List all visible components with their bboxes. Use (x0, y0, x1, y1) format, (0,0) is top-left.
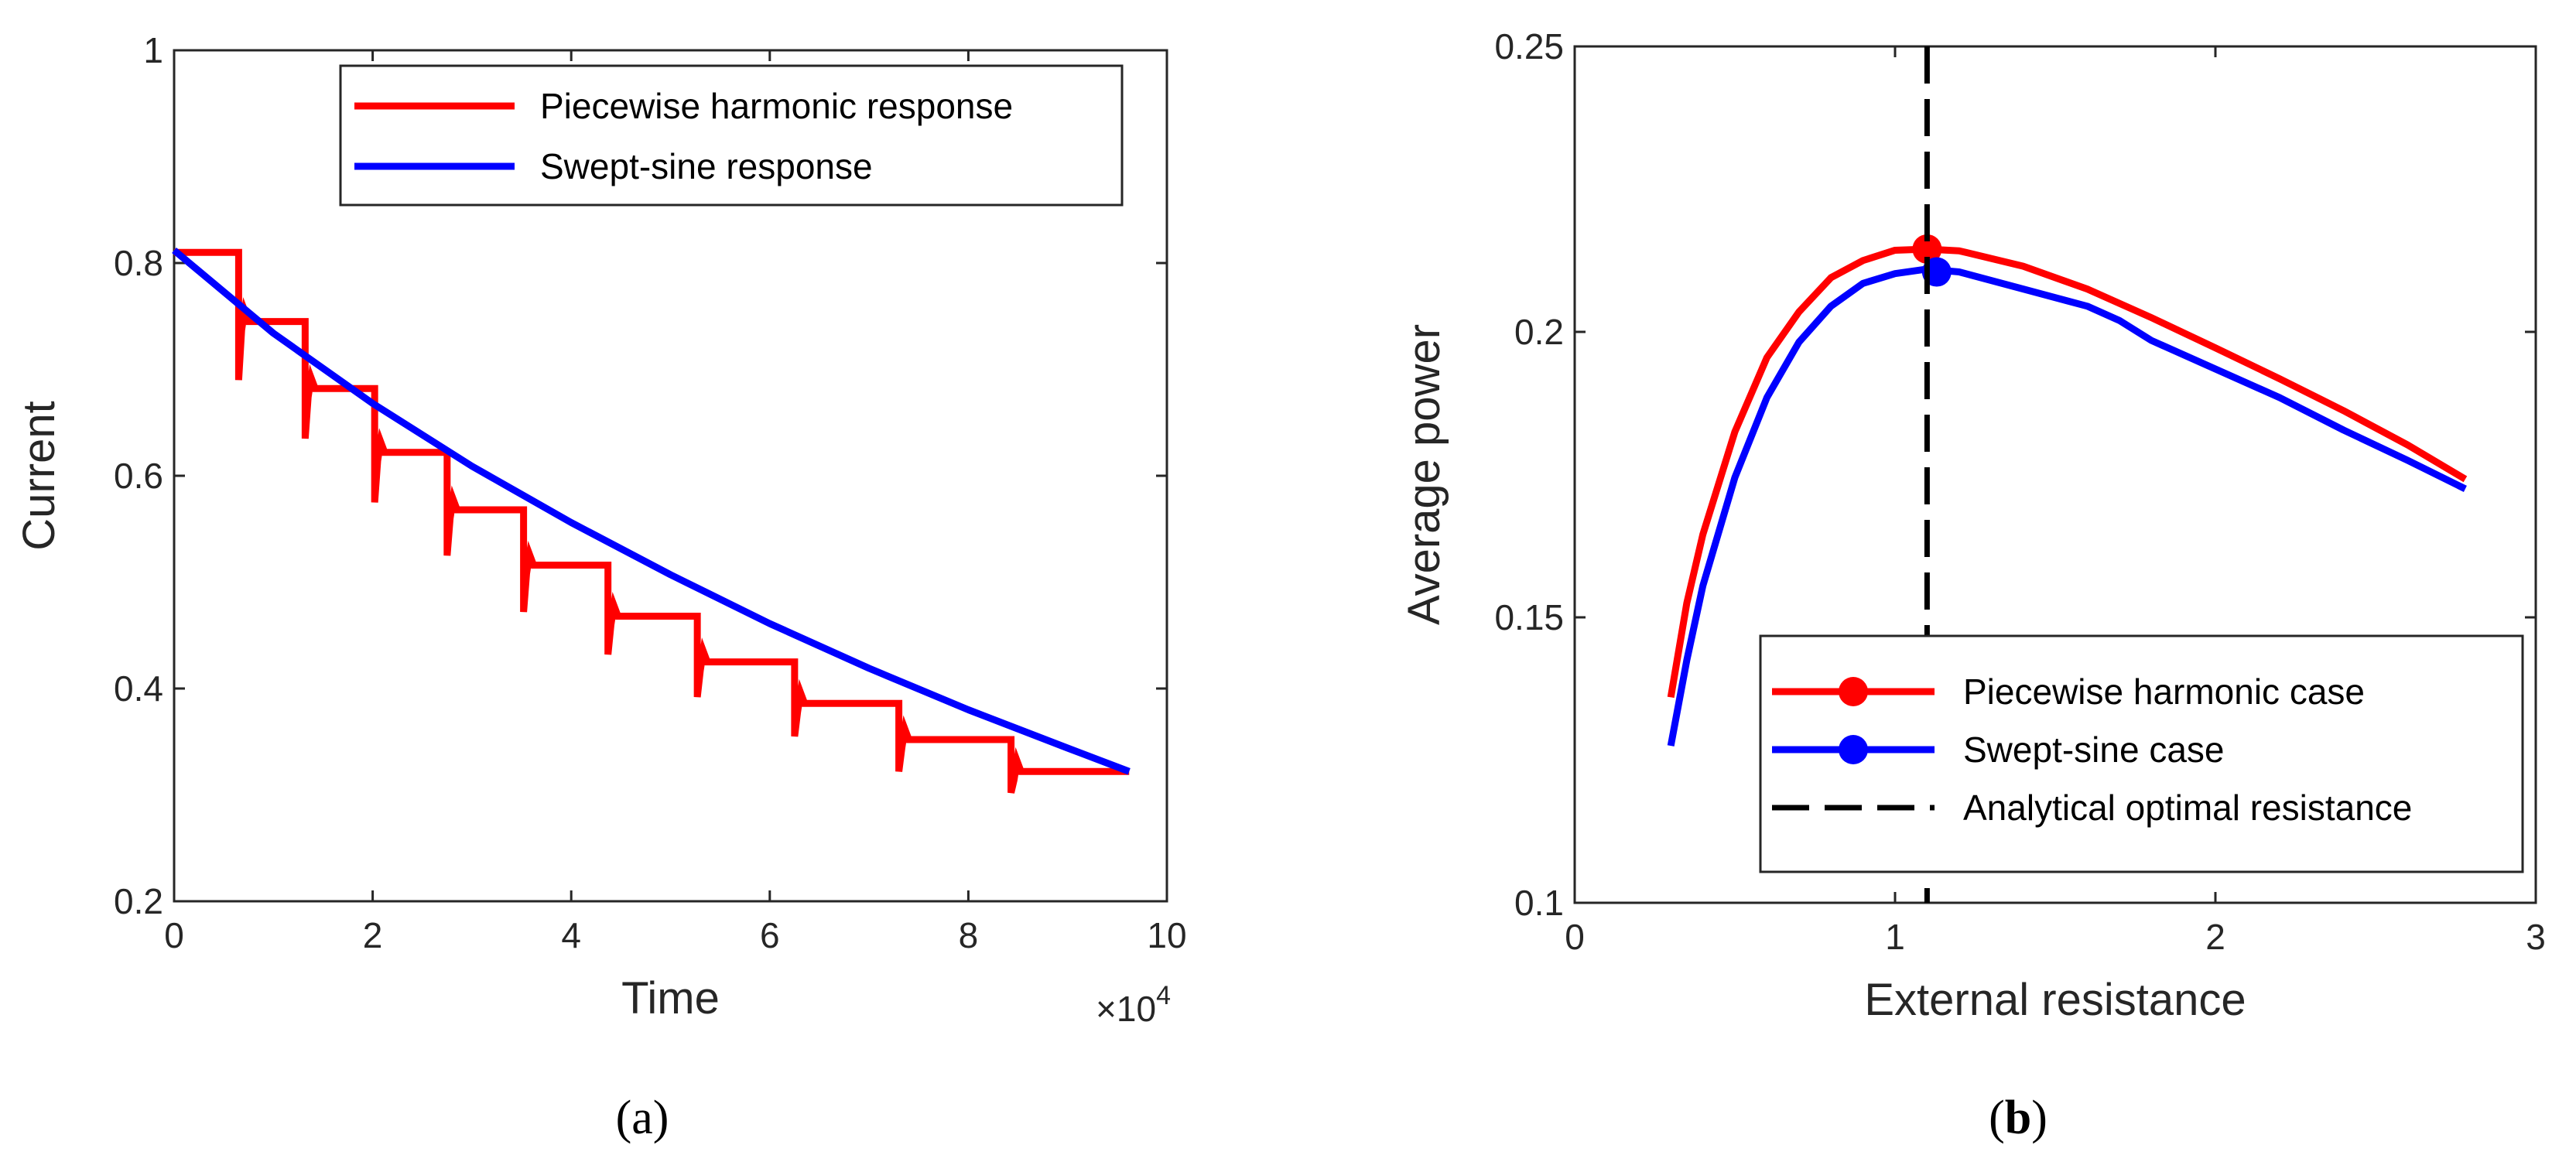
legend-box (1759, 634, 2524, 873)
y-axis-label: Average power (1399, 324, 1449, 625)
legend-label: Swept-sine case (1963, 730, 2225, 770)
series-marker-piecewise-harmonic-case (1912, 234, 1942, 264)
x-tick-label: 6 (760, 915, 780, 955)
y-tick-label: 0.8 (114, 243, 163, 283)
x-tick-label: 10 (1147, 915, 1186, 955)
x-axis-multiplier: ×104 (1096, 981, 1171, 1029)
x-tick-label: 0 (164, 915, 184, 955)
legend-marker (1839, 735, 1868, 764)
chart-b: 0 1 2 3 0.1 0.15 0.2 0.25 External resistance Ave… (1399, 26, 2546, 1025)
panel-b-label: (b) (1989, 1092, 2047, 1144)
y-tick-label: 0.6 (114, 456, 163, 496)
y-tick-label: 0.25 (1494, 26, 1564, 67)
x-tick-label: 2 (2205, 917, 2225, 957)
x-tick-label: 8 (959, 915, 979, 955)
y-tick-label: 1 (143, 30, 163, 70)
x-tick-label: 4 (561, 915, 581, 955)
y-axis-label: Current (14, 401, 64, 550)
series-line-piecewise-harmonic-case (1667, 245, 2468, 699)
legend-label: Piecewise harmonic response (540, 86, 1013, 126)
x-tick-label: 2 (363, 915, 383, 955)
legend-marker (1839, 677, 1868, 706)
series-line-swept-sine-response (172, 248, 1131, 775)
plot-frame (1573, 45, 2537, 904)
x-tick-label: 1 (1885, 917, 1905, 957)
x-axis-multiplier-exponent: 4 (1156, 981, 1171, 1010)
y-tick-label: 0.15 (1494, 597, 1564, 637)
y-tick-label: 0.2 (114, 881, 163, 921)
x-tick-label: 3 (2526, 917, 2546, 957)
legend-label: Swept-sine response (540, 146, 873, 186)
x-axis-multiplier-base: ×10 (1096, 989, 1156, 1029)
legend-label: Analytical optimal resistance (1963, 788, 2412, 828)
x-axis-label: Time (621, 973, 720, 1023)
legend-label: Piecewise harmonic case (1963, 671, 2365, 712)
legend-box (339, 64, 1124, 207)
x-axis-label: External resistance (1864, 975, 2246, 1025)
y-tick-label: 0.4 (114, 668, 163, 709)
y-tick-label: 0.1 (1514, 883, 1564, 923)
x-tick-label: 0 (1565, 917, 1585, 957)
chart-a: 0 2 4 6 8 100.20.40.60.81TimeCurrent×104Piece… (14, 30, 1187, 1029)
y-tick-label: 0.2 (1514, 312, 1564, 352)
series-line-piecewise-harmonic-response (174, 248, 1130, 794)
panel-a-label: (a) (616, 1092, 669, 1144)
